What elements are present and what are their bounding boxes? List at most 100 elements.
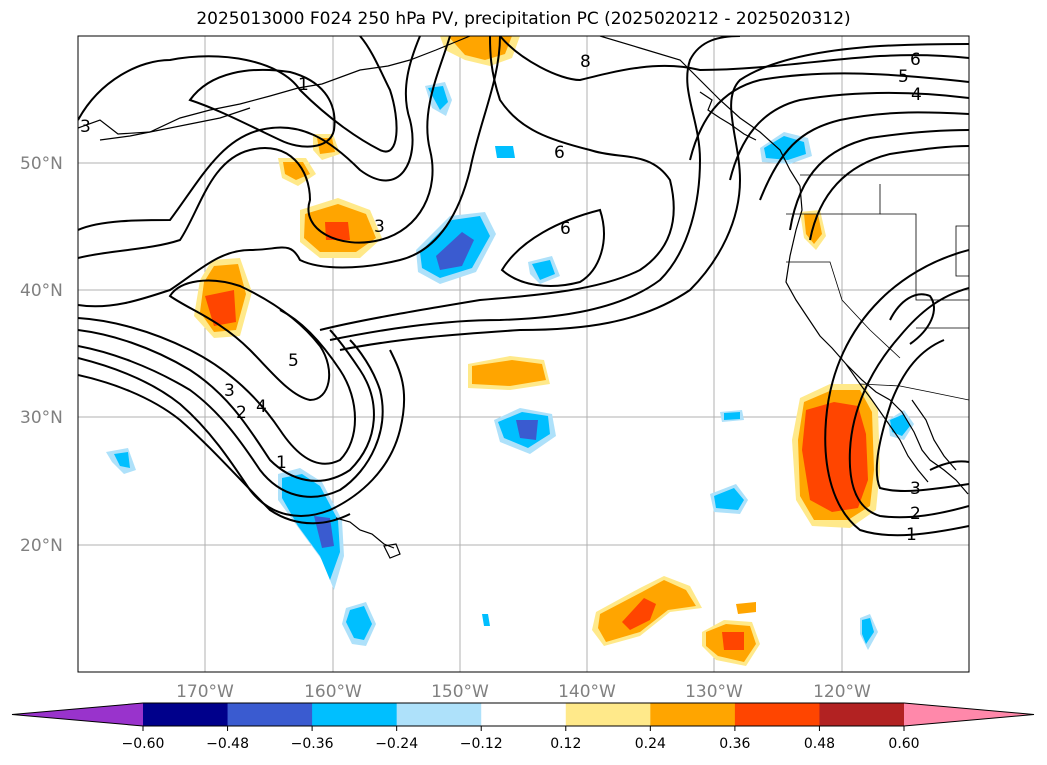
- mexico-border: [859, 383, 969, 401]
- pv-contour-4-mid: [78, 36, 451, 259]
- clabel-4-trough: 4: [256, 397, 267, 417]
- alaska-peninsula: [99, 107, 251, 141]
- precip-blob-blue-130w-small: [720, 410, 744, 422]
- pv-contour-2-baja: [848, 287, 969, 519]
- pv-contour-4-baja: [889, 293, 935, 345]
- pv-contour-5-loop: [168, 279, 330, 402]
- colorbar-bin: [227, 703, 313, 726]
- pv-contour-1-trough: [78, 374, 351, 525]
- pv-contour-5-trough: [78, 309, 356, 465]
- precip-blob-orange-small-128w: [736, 602, 756, 614]
- colorbar-tick-label: −0.24: [375, 736, 418, 752]
- clabel-3-mid: 3: [374, 217, 385, 237]
- clabel-2-trough: 2: [236, 403, 247, 423]
- us-west-coast: [785, 185, 969, 495]
- gridlines: [78, 36, 969, 672]
- clabel-6-mid: 6: [554, 143, 565, 163]
- clabel-5-trough: 5: [288, 351, 299, 371]
- clabel-1-alaska: 1: [298, 75, 309, 95]
- precip-blob-orange-baja: [792, 384, 880, 528]
- pv-contour-3-north: [78, 36, 398, 153]
- precip-blob-blue-145w: [528, 256, 560, 284]
- colorbar-tick-label: −0.60: [122, 736, 165, 752]
- precip-blob-orange-170w: [194, 258, 252, 338]
- precip-blob-blue-128w-23n: [710, 484, 748, 514]
- pv-contour-extra-baja: [929, 460, 969, 471]
- pv-contour-1-baja: [824, 249, 969, 537]
- hawaii-big-island: [383, 543, 401, 559]
- pv-contour-6-loop: [500, 208, 605, 287]
- colorbar-extend-low: [12, 703, 143, 726]
- precip-blob-blue-150w: [416, 212, 496, 284]
- clabel-3-trough: 3: [224, 381, 235, 401]
- precip-blob-orange-130w-12n: [702, 620, 760, 666]
- baja-peninsula: [845, 363, 929, 483]
- precip-blob-orange-145w: [468, 356, 550, 390]
- colorbar-bin: [312, 703, 398, 726]
- pv-contour-8: [339, 43, 969, 351]
- alaska-panhandle: [599, 36, 801, 187]
- pv-contour-4-trough: [78, 329, 375, 482]
- clabel-1-baja: 1: [906, 525, 917, 545]
- lon-label-130w: 130°W: [685, 682, 743, 702]
- map-frame: [77, 35, 970, 673]
- hawaii-islands: [335, 517, 395, 549]
- map-title: 2025013000 F024 250 hPa PV, precipitatio…: [196, 9, 851, 29]
- pv-contours: [78, 36, 969, 537]
- pv-contour-2-east: [789, 129, 969, 231]
- colorbar: −0.60 −0.48 −0.36 −0.24 −0.12 0.12 0.24 0.36 0.4…: [11, 702, 1035, 752]
- pv-contour-labels: 8 6 5 4 6 6 3 1 3 5 3 4 2 1 3 2 1: [80, 50, 922, 545]
- lat-labels: 50°N 40°N 30°N 20°N: [20, 154, 63, 556]
- clabel-3-west: 3: [80, 117, 91, 137]
- clabel-8: 8: [580, 52, 591, 72]
- lat-label-50n: 50°N: [20, 154, 63, 174]
- lon-labels: 170°W 160°W 150°W 140°W 130°W 120°W: [176, 682, 871, 702]
- clabel-5-ne: 5: [898, 67, 909, 87]
- colorbar-tick-label: 0.60: [888, 736, 919, 752]
- precip-blob-blue-bc: [760, 132, 812, 164]
- colorbar-tick-label: −0.36: [291, 736, 334, 752]
- colorbar-bin: [734, 703, 820, 726]
- precip-blob-orange-137w: [592, 576, 702, 646]
- lat-label-20n: 20°N: [20, 536, 63, 556]
- lon-label-150w: 150°W: [431, 682, 489, 702]
- precip-blob-blue-157w-13n: [342, 602, 376, 646]
- precip-blob-blue-small-2: [495, 146, 515, 158]
- pv-contour-7: [329, 36, 741, 341]
- precip-blob-north-orange: [440, 36, 520, 66]
- pv-contour-4-east: [729, 92, 969, 181]
- lat-label-30n: 30°N: [20, 408, 63, 428]
- gulf-of-california: [911, 399, 957, 471]
- pv-contour-6-main: [319, 36, 675, 331]
- colorbar-extend-high: [904, 703, 1034, 726]
- state-borders-3: [880, 213, 969, 301]
- coastlines: [78, 36, 969, 559]
- precip-shading: [106, 36, 914, 666]
- precip-blob-blue-145w-30n: [494, 408, 556, 454]
- colorbar-bin: [819, 703, 905, 726]
- lon-label-170w: 170°W: [176, 682, 234, 702]
- state-borders-5: [955, 225, 969, 277]
- colorbar-tick-label: −0.48: [206, 736, 249, 752]
- state-borders-2: [786, 261, 901, 359]
- lat-label-40n: 40°N: [20, 281, 63, 301]
- clabel-4-ne: 4: [911, 85, 922, 105]
- colorbar-bin: [481, 703, 567, 726]
- precip-blob-blue-hawaii: [278, 468, 344, 590]
- clabel-3-baja: 3: [910, 479, 921, 499]
- colorbar-tick-label: 0.48: [804, 736, 835, 752]
- pv-contour-3-east: [759, 111, 969, 201]
- lon-label-120w: 120°W: [813, 682, 871, 702]
- colorbar-tick-label: 0.12: [550, 736, 581, 752]
- pv-contour-1-east: [809, 145, 969, 241]
- colorbar-tick-label: −0.12: [460, 736, 503, 752]
- precip-blob-orange-160w: [300, 198, 382, 258]
- pv-contour-5-east: [689, 72, 969, 161]
- precip-blob-small-orange-1: [313, 134, 340, 160]
- colorbar-tick-label: 0.36: [719, 736, 750, 752]
- precip-blob-blue-tiny-148w: [482, 614, 490, 626]
- precip-blob-blue-118w-13n: [860, 614, 878, 650]
- bc-islands: [699, 91, 757, 141]
- pv-contour-2-trough: [78, 349, 406, 517]
